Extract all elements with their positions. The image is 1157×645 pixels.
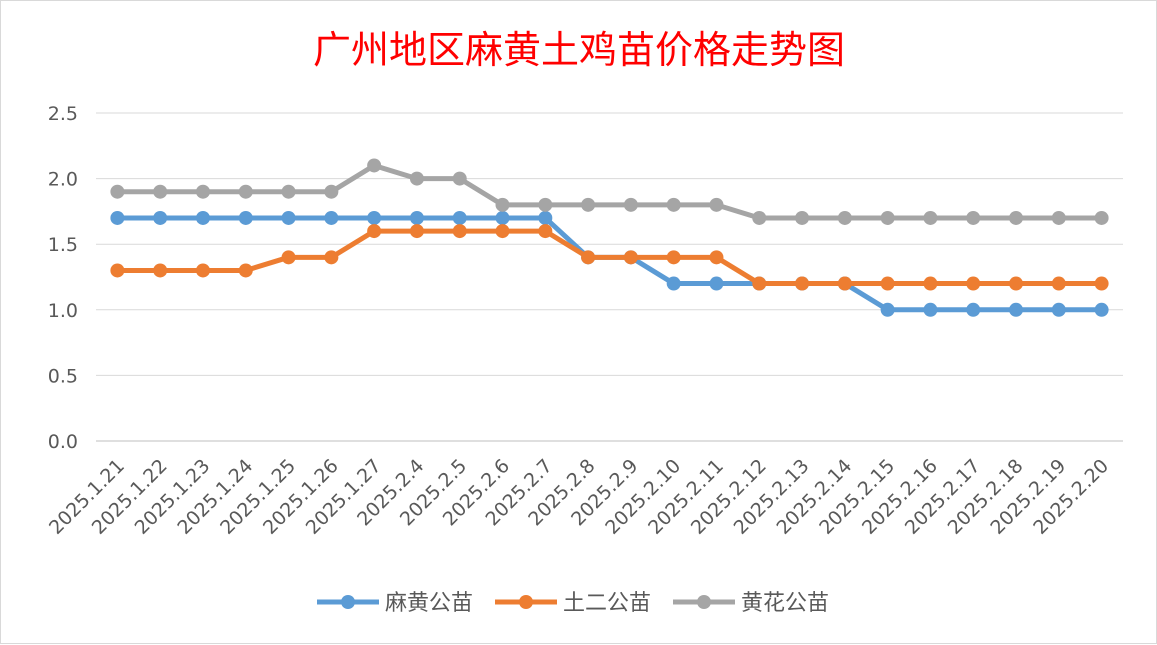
y-tick-label: 2.0 [48, 169, 78, 191]
series-layer [110, 158, 1109, 317]
data-point [795, 210, 810, 225]
data-point [110, 184, 125, 199]
data-point [666, 197, 681, 212]
data-point [1051, 210, 1066, 225]
series-2 [110, 224, 1109, 291]
legend: 麻黄公苗 土二公苗 黄花公苗 [317, 591, 829, 616]
data-point [1094, 302, 1109, 317]
y-axis: 0.0 0.5 1.0 1.5 2.0 2.5 [48, 103, 78, 453]
data-point [238, 184, 253, 199]
y-tick-label: 0.0 [48, 431, 78, 453]
data-point [153, 263, 168, 278]
x-axis: 2025.1.212025.1.222025.1.232025.1.242025… [45, 455, 1113, 539]
data-point [495, 224, 510, 239]
data-point [581, 250, 596, 265]
data-point [195, 210, 210, 225]
data-point [324, 184, 339, 199]
y-tick-label: 0.5 [48, 365, 78, 387]
data-point [709, 197, 724, 212]
series-line [114, 228, 1105, 287]
data-point [1051, 302, 1066, 317]
data-point [324, 210, 339, 225]
data-point [195, 263, 210, 278]
data-point [452, 224, 467, 239]
data-point [195, 184, 210, 199]
legend-label: 黄花公苗 [741, 591, 829, 616]
data-point [452, 210, 467, 225]
y-tick-label: 1.0 [48, 300, 78, 322]
data-point [1009, 302, 1024, 317]
series-line [114, 162, 1105, 221]
data-point [538, 197, 553, 212]
data-point [238, 210, 253, 225]
data-point [153, 210, 168, 225]
legend-swatch-marker [519, 595, 533, 609]
legend-swatch-marker [341, 595, 355, 609]
data-point [495, 197, 510, 212]
data-point [409, 210, 424, 225]
data-point [367, 210, 382, 225]
data-point [752, 210, 767, 225]
data-point [666, 250, 681, 265]
gridlines [96, 112, 1123, 442]
data-point [923, 276, 938, 291]
data-point [409, 171, 424, 186]
data-point [110, 210, 125, 225]
data-point [1009, 276, 1024, 291]
data-point [709, 250, 724, 265]
data-point [837, 210, 852, 225]
data-point [666, 276, 681, 291]
data-point [324, 250, 339, 265]
data-point [367, 158, 382, 173]
data-point [281, 250, 296, 265]
data-point [409, 224, 424, 239]
data-point [709, 276, 724, 291]
data-point [281, 210, 296, 225]
legend-item-3: 黄花公苗 [673, 591, 829, 616]
legend-item-2: 土二公苗 [495, 591, 651, 616]
legend-item-1: 麻黄公苗 [317, 591, 473, 616]
data-point [966, 210, 981, 225]
y-tick-label: 2.5 [48, 103, 78, 125]
legend-label: 麻黄公苗 [385, 591, 473, 616]
series-3 [110, 158, 1109, 225]
data-point [581, 197, 596, 212]
data-point [880, 276, 895, 291]
y-tick-label: 1.5 [48, 234, 78, 256]
data-point [923, 302, 938, 317]
data-point [238, 263, 253, 278]
data-point [1051, 276, 1066, 291]
data-point [1094, 210, 1109, 225]
data-point [538, 210, 553, 225]
data-point [110, 263, 125, 278]
data-point [966, 302, 981, 317]
chart-title: 广州地区麻黄土鸡苗价格走势图 [313, 28, 845, 72]
data-point [880, 302, 895, 317]
data-point [281, 184, 296, 199]
legend-swatch-marker [697, 595, 711, 609]
data-point [837, 276, 852, 291]
data-point [495, 210, 510, 225]
data-point [795, 276, 810, 291]
data-point [538, 224, 553, 239]
data-point [1094, 276, 1109, 291]
data-point [1009, 210, 1024, 225]
data-point [966, 276, 981, 291]
data-point [880, 210, 895, 225]
legend-label: 土二公苗 [563, 591, 651, 616]
data-point [752, 276, 767, 291]
data-point [367, 224, 382, 239]
data-point [623, 250, 638, 265]
data-point [452, 171, 467, 186]
data-point [923, 210, 938, 225]
data-point [153, 184, 168, 199]
data-point [623, 197, 638, 212]
